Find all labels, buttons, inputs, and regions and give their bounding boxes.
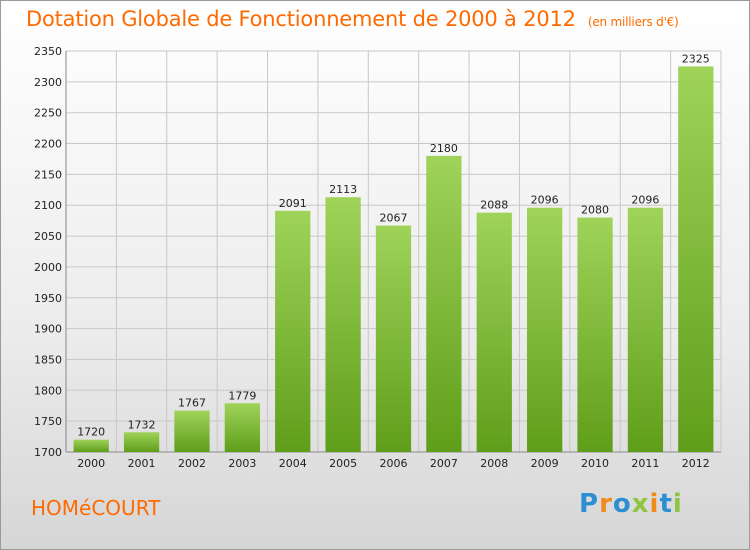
proxiti-logo[interactable]: Proxiti: [579, 489, 683, 519]
x-tick-label: 2005: [329, 457, 357, 470]
value-label: 2180: [430, 142, 458, 155]
bar: [275, 210, 311, 452]
y-tick-label: 1850: [34, 353, 62, 366]
x-tick-label: 2009: [531, 457, 559, 470]
y-tick-label: 1950: [34, 292, 62, 305]
bar: [527, 207, 563, 452]
bar: [375, 225, 412, 452]
value-label: 2113: [329, 183, 357, 196]
y-tick-label: 2050: [34, 230, 62, 243]
x-tick-label: 2002: [178, 457, 206, 470]
y-tick-label: 2250: [34, 107, 62, 120]
value-label: 1779: [228, 389, 256, 402]
bar: [476, 212, 512, 452]
value-label: 2325: [682, 52, 710, 65]
bar: [73, 439, 109, 452]
value-label: 1767: [178, 397, 206, 410]
x-tick-label: 2010: [581, 457, 609, 470]
value-label: 2096: [531, 194, 559, 207]
x-tick-label: 2004: [279, 457, 307, 470]
x-tick-label: 2011: [631, 457, 659, 470]
bar: [224, 403, 260, 452]
x-tick-label: 2006: [380, 457, 408, 470]
x-tick-label: 2007: [430, 457, 458, 470]
bar: [627, 207, 664, 452]
logo-letter: r: [599, 489, 613, 519]
chart-title-text: Dotation Globale de Fonctionnement de 20…: [26, 7, 576, 31]
value-label: 1720: [77, 426, 105, 439]
logo-letter: i: [649, 489, 660, 519]
x-tick-label: 2008: [480, 457, 508, 470]
value-label: 2091: [279, 197, 307, 210]
value-label: 2096: [631, 194, 659, 207]
y-tick-label: 2100: [34, 199, 62, 212]
bar: [325, 197, 361, 452]
y-tick-label: 1800: [34, 384, 62, 397]
bar: [174, 410, 210, 452]
x-tick-label: 2000: [77, 457, 105, 470]
value-label: 2088: [480, 199, 508, 212]
bar: [678, 66, 714, 452]
y-tick-label: 1750: [34, 415, 62, 428]
unit-label: (en milliers d'€): [587, 15, 679, 29]
city-name: HOMéCOURT: [31, 496, 161, 520]
y-tick-label: 1700: [34, 446, 62, 459]
logo-letter: i: [672, 489, 683, 519]
y-tick-label: 2350: [34, 45, 62, 58]
x-tick-label: 2003: [228, 457, 256, 470]
value-label: 2067: [380, 212, 408, 225]
value-label: 1732: [128, 418, 156, 431]
bar: [577, 217, 613, 452]
y-tick-label: 1900: [34, 323, 62, 336]
logo-letter: t: [659, 489, 673, 519]
value-label: 2080: [581, 204, 609, 217]
y-tick-label: 2000: [34, 261, 62, 274]
x-tick-label: 2012: [682, 457, 710, 470]
logo-letter: x: [631, 489, 650, 519]
y-tick-label: 2300: [34, 76, 62, 89]
y-tick-label: 2200: [34, 138, 62, 151]
logo-letter: o: [612, 489, 632, 519]
y-tick-label: 2150: [34, 168, 62, 181]
x-tick-label: 2001: [128, 457, 156, 470]
bar: [123, 432, 160, 452]
logo-letter: P: [579, 489, 600, 519]
bar: [426, 155, 462, 452]
chart-title: Dotation Globale de Fonctionnement de 20…: [26, 7, 679, 31]
